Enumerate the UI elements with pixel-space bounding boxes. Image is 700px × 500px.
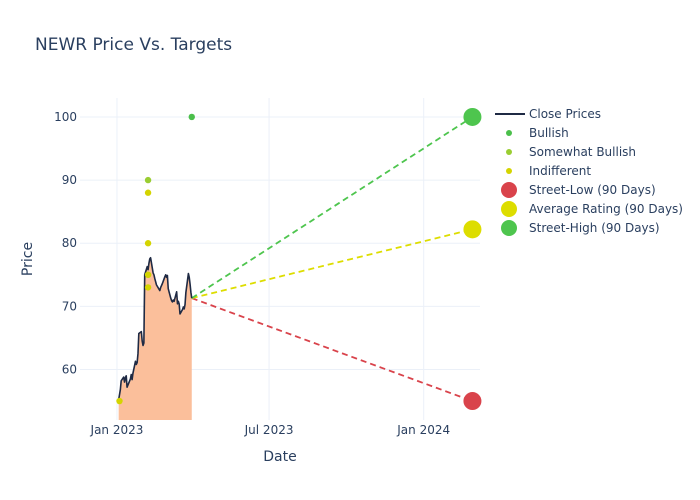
x-tick-label: Jan 2024: [396, 423, 450, 437]
legend-item-close: Close Prices: [495, 107, 601, 121]
target-markers: [463, 107, 482, 411]
legend-item-indifferent: Indifferent: [506, 164, 591, 178]
legend-dot-swatch: [506, 168, 512, 174]
average-projection-line: [191, 228, 473, 300]
y-tick-label: 80: [62, 236, 77, 250]
y-tick-label: 70: [62, 299, 77, 313]
street-high-projection-line: [191, 116, 473, 299]
somewhat-bullish-rating-marker: [144, 176, 152, 184]
indifferent-rating-marker: [116, 397, 123, 405]
average-rating-marker: [463, 220, 482, 239]
close-price-area: [118, 257, 192, 420]
chart-title: NEWR Price Vs. Targets: [35, 35, 232, 55]
close-price-line: [117, 256, 193, 400]
close-price-fill: [118, 257, 192, 420]
legend: Close Prices Bullish Somewhat Bullish Indif…: [495, 107, 683, 236]
x-tick-label: Jan 2023: [90, 423, 144, 437]
legend-label: Bullish: [529, 126, 569, 140]
legend-item-average: Average Rating (90 Days): [501, 201, 683, 217]
legend-label: Close Prices: [529, 107, 601, 121]
legend-dot-swatch: [501, 201, 517, 217]
legend-label: Street-High (90 Days): [529, 221, 660, 235]
y-tick-label: 60: [62, 362, 77, 376]
legend-label: Average Rating (90 Days): [529, 202, 683, 216]
legend-item-somewhat-bullish: Somewhat Bullish: [506, 145, 636, 159]
legend-dot-swatch: [506, 130, 512, 136]
street-low-marker: [463, 392, 482, 411]
rating-markers: [116, 113, 195, 405]
indifferent-rating-marker: [144, 271, 152, 278]
x-tick-label: Jul 2023: [244, 423, 294, 437]
target-projection-lines: [191, 116, 473, 402]
close-price-line-group: [117, 256, 193, 400]
x-axis-title: Date: [263, 449, 296, 465]
y-axis-title: Price: [20, 242, 36, 276]
indifferent-rating-marker: [144, 284, 152, 291]
legend-label: Street-Low (90 Days): [529, 183, 656, 197]
x-axis-ticks: Jan 2023 Jul 2023 Jan 2024: [90, 423, 451, 437]
street-high-marker: [463, 107, 482, 126]
indifferent-rating-marker: [144, 240, 152, 247]
legend-label: Somewhat Bullish: [529, 145, 636, 159]
y-tick-label: 100: [54, 110, 77, 124]
legend-dot-swatch: [506, 149, 512, 155]
legend-item-street-low: Street-Low (90 Days): [501, 182, 656, 198]
legend-dot-swatch: [501, 182, 517, 198]
y-tick-label: 90: [62, 173, 77, 187]
legend-item-street-high: Street-High (90 Days): [501, 220, 660, 236]
y-axis-ticks: 60 70 80 90 100: [54, 110, 77, 377]
legend-item-bullish: Bullish: [506, 126, 569, 140]
legend-label: Indifferent: [529, 164, 591, 178]
bullish-rating-marker: [188, 113, 195, 121]
legend-dot-swatch: [501, 220, 517, 236]
indifferent-rating-marker: [144, 189, 152, 196]
